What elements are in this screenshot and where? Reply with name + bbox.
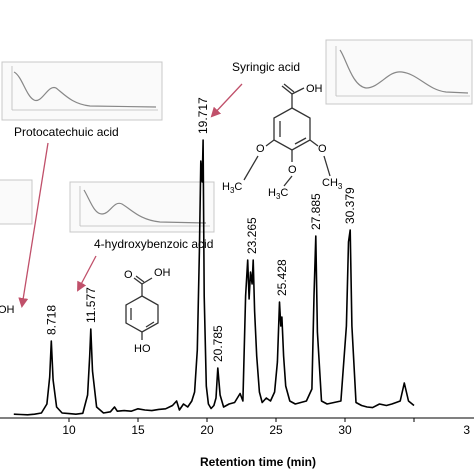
syringic-ch3-bottom: H3C	[268, 187, 288, 201]
peak-label-group: 8.718 11.577 19.717 20.785 23.265 25.428 27.88…	[44, 97, 357, 362]
uv-spectrum-inset-cut-left	[0, 179, 33, 225]
syringic-ch3-left-c: C	[234, 181, 242, 193]
syringic-oh: OH	[306, 83, 323, 95]
syringic-methoxy-bonds	[243, 155, 331, 187]
syringic-ch3-left-h: H	[222, 181, 230, 193]
x-axis-ticks: 10 15 20 25 30 3	[62, 418, 470, 437]
cut-oh-label: OH	[0, 304, 15, 316]
uv-spectrum-inset-protocatechuic	[1, 61, 163, 121]
syringic-ch3-bottom-sub: 3	[276, 192, 281, 201]
hydroxybenzoic-cooh-o: O	[124, 269, 133, 281]
x-tick-label: 30	[338, 423, 352, 437]
peak-label: 20.785	[211, 325, 225, 362]
syringic-arrow	[210, 83, 243, 118]
x-tick-label: 15	[131, 423, 145, 437]
syringic-o-left: O	[256, 143, 265, 155]
peak-label: 8.718	[44, 305, 58, 335]
x-axis-label: Retention time (min)	[200, 455, 316, 469]
protocatechuic-arrow	[18, 142, 49, 308]
x-tick-label: 3	[463, 423, 470, 437]
peak-label: 30.379	[343, 187, 357, 224]
protocatechuic-acid-label: Protocatechuic acid	[14, 125, 119, 139]
hydroxybenzoic-cooh-oh: OH	[154, 267, 171, 279]
hydroxybenzoic-acid-label: 4-hydroxybenzoic acid	[94, 237, 213, 251]
hydroxybenzoic-para-ho: HO	[134, 343, 151, 355]
chromatogram-trace-line	[13, 139, 415, 416]
uv-spectrum-inset-hydroxybenzoic	[69, 181, 215, 233]
peak-label: 25.428	[275, 259, 289, 296]
chromatogram-trace-group	[13, 139, 415, 416]
syringic-o-bottom: O	[288, 164, 297, 176]
syringic-ch3-right-ch: CH	[322, 177, 338, 189]
syringic-ch3-right-sub: 3	[338, 182, 343, 191]
peak-label: 19.717	[196, 97, 210, 134]
syringic-ch3-bottom-h: H	[268, 187, 276, 199]
peak-label: 27.885	[309, 193, 323, 230]
peak-label: 11.577	[84, 287, 98, 323]
syringic-ch3-right: CH3	[322, 177, 343, 191]
syringic-acid-label: Syringic acid	[232, 60, 300, 74]
uv-spectrum-inset-syringic	[325, 39, 473, 105]
syringic-ch3-left: H3C	[222, 181, 242, 195]
syringic-acid-structure	[265, 83, 319, 162]
hydroxybenzoic-acid-structure	[125, 275, 159, 340]
x-tick-label: 20	[200, 423, 214, 437]
x-tick-label: 25	[269, 423, 283, 437]
hydroxybenzoic-arrow	[77, 255, 97, 292]
peak-label: 23.265	[245, 217, 259, 254]
syringic-o-right: O	[318, 143, 327, 155]
x-tick-label: 10	[62, 423, 76, 437]
syringic-ch3-bottom-c: C	[280, 187, 288, 199]
syringic-ch3-left-sub: 3	[230, 186, 235, 195]
